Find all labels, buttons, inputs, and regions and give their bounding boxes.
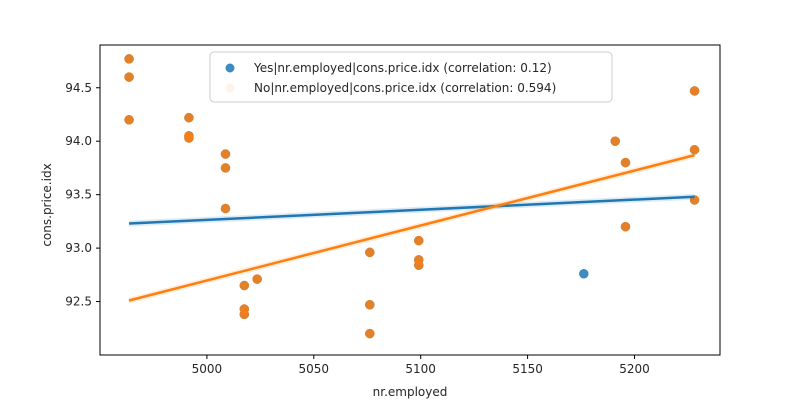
data-point bbox=[220, 163, 231, 173]
data-point bbox=[184, 133, 194, 143]
data-point bbox=[239, 280, 250, 291]
data-point bbox=[689, 145, 700, 155]
data-point bbox=[184, 112, 194, 123]
plot-frame bbox=[99, 44, 721, 356]
data-point bbox=[365, 247, 375, 258]
data-point bbox=[365, 328, 375, 339]
data-point bbox=[220, 203, 231, 214]
y-tick-label: 93.0 bbox=[65, 241, 92, 255]
data-point bbox=[414, 260, 424, 270]
axes: 5000 5050 5100 5150 5200 92.5 93.0 93.5 94.0 94.5 bbox=[65, 44, 721, 376]
regression-line bbox=[128, 153, 695, 302]
data-point bbox=[220, 149, 231, 159]
legend-marker-no bbox=[225, 83, 235, 93]
data-point bbox=[620, 221, 631, 232]
y-axis-label: cons.price.idx bbox=[40, 163, 54, 246]
data-point bbox=[689, 86, 700, 96]
data-point bbox=[124, 72, 134, 82]
y-tick-label: 94.5 bbox=[65, 81, 92, 95]
series-1-points bbox=[124, 54, 700, 339]
regression-line bbox=[129, 195, 695, 225]
y-tick-label: 92.5 bbox=[65, 295, 92, 309]
x-tick-label: 5100 bbox=[405, 362, 436, 376]
data-point bbox=[124, 54, 134, 64]
data-point bbox=[414, 235, 424, 246]
data-point bbox=[252, 274, 262, 284]
legend-box bbox=[209, 51, 613, 103]
x-tick-label: 5150 bbox=[512, 362, 543, 376]
legend-label-no: No|nr.employed|cons.price.idx (correlati… bbox=[254, 81, 556, 95]
data-point bbox=[610, 136, 620, 146]
legend-label-yes: Yes|nr.employed|cons.price.idx (correlat… bbox=[253, 61, 552, 75]
data-point bbox=[365, 300, 375, 310]
y-tick-label: 94.0 bbox=[65, 134, 92, 148]
y-tick-label: 93.5 bbox=[65, 188, 92, 202]
data-point bbox=[579, 269, 589, 279]
x-tick-label: 5000 bbox=[192, 362, 223, 376]
legend: Yes|nr.employed|cons.price.idx (correlat… bbox=[209, 51, 613, 103]
data-point bbox=[239, 309, 250, 320]
x-tick-label: 5200 bbox=[619, 362, 650, 376]
data-point bbox=[620, 157, 631, 168]
data-point bbox=[124, 115, 134, 125]
x-tick-label: 5050 bbox=[299, 362, 330, 376]
legend-marker-yes bbox=[225, 63, 235, 73]
x-axis-label: nr.employed bbox=[373, 385, 448, 399]
plot-area bbox=[124, 54, 700, 339]
